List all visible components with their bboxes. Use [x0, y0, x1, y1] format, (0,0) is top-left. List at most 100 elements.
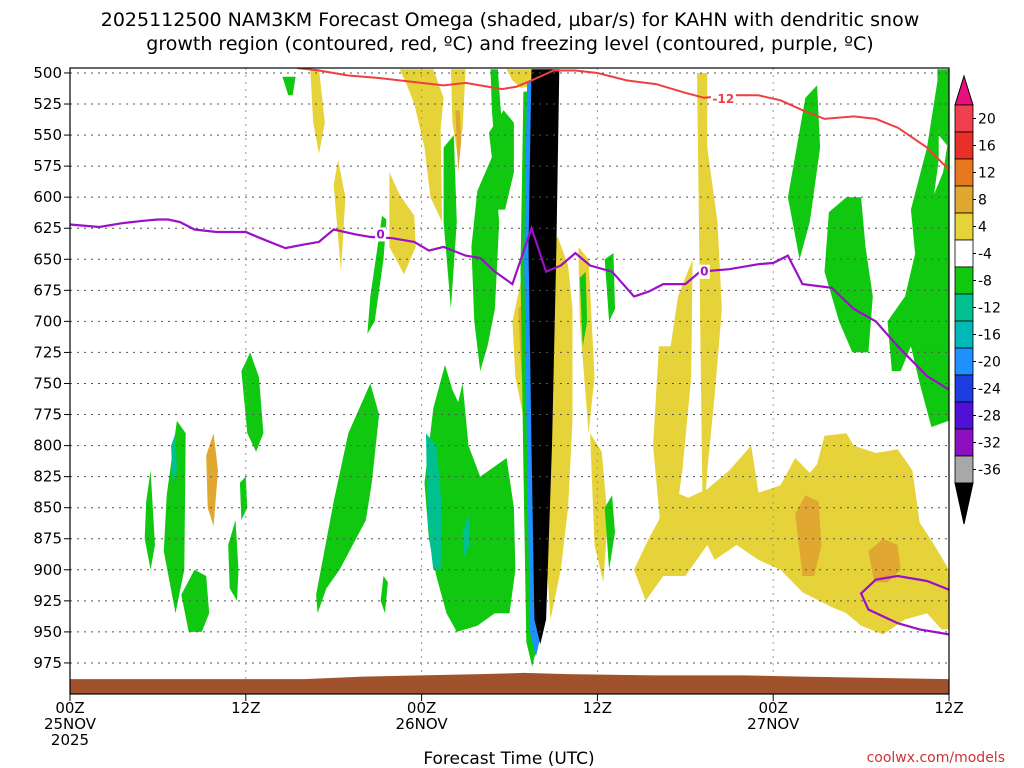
upward-omega-region-10: [590, 433, 608, 583]
x-tick-label-48-0: 00Z: [759, 699, 788, 717]
downward-omega-region-10: [163, 420, 186, 614]
colorbar-segment-10: [954, 347, 974, 376]
colorbar-segment-5: [954, 212, 974, 241]
y-tick-label-500: 500: [33, 64, 62, 82]
temperature-contours: -12 0 0: [70, 68, 949, 636]
downward-omega-region-6: [443, 135, 457, 309]
x-tick-label-36-0: 12Z: [583, 699, 612, 717]
upward-omega-region-12: [697, 73, 722, 533]
x-tick-label-0-1: 25NOV: [44, 715, 97, 733]
colorbar-label-5: 4: [978, 220, 987, 236]
y-tick-label-825: 825: [33, 468, 62, 486]
downward-omega-region-23: [937, 69, 949, 148]
colorbar-top-arrow: [954, 74, 974, 106]
colorbar-segment-8: [954, 293, 974, 322]
y-tick-label-850: 850: [33, 499, 62, 517]
y-tick-label-975: 975: [33, 654, 62, 672]
y-axis: 500 525 550 575 600 625 650 675 700 725 750 775 800 8…: [33, 64, 70, 672]
colorbar-label-4: 8: [978, 193, 987, 209]
y-tick-label-900: 900: [33, 561, 62, 579]
colorbar-label-9: -16: [978, 328, 1001, 344]
colorbar-label-6: -4: [978, 247, 992, 263]
upward-omega-8-12-region-3: [455, 110, 462, 173]
downward-omega-region-7: [316, 383, 380, 614]
colorbar-segment-4: [954, 185, 974, 214]
colorbar-bottom-arrow: [954, 482, 974, 525]
chart-title-line-2: growth region (contoured, red, ºC) and f…: [146, 33, 873, 55]
upward-omega-region-3: [389, 172, 416, 275]
colorbar-segment-7: [954, 266, 974, 295]
colorbar-label-14: -36: [978, 463, 1001, 479]
colorbar: 20 16 12 8 4 -4 -8 -12 -16 -20 -24 -28 -32 -36: [954, 74, 1001, 525]
colorbar-segment-2: [954, 131, 974, 160]
dgz-contour-label-bg: [710, 92, 736, 107]
y-tick-label-800: 800: [33, 437, 62, 455]
y-tick-label-525: 525: [33, 95, 62, 113]
upward-omega-region-2: [333, 159, 346, 272]
downward-omega-region-22: [910, 73, 939, 272]
strong-downdraft-column: [528, 69, 560, 645]
y-tick-label-650: 650: [33, 250, 62, 268]
downward-omega-region-15: [380, 576, 388, 614]
x-tick-label-60-0: 12Z: [934, 699, 963, 717]
freezing-level-closed-line: [859, 574, 949, 636]
downward-omega-region-11: [181, 569, 210, 632]
freezing-level-label-1: 0: [376, 227, 384, 241]
colorbar-segment-1: [954, 104, 974, 133]
x-tick-label-0-2: 2025: [51, 731, 89, 749]
x-axis-label: Forecast Time (UTC): [423, 749, 594, 768]
downward-omega-region-1: [367, 215, 387, 334]
y-tick-label-550: 550: [33, 126, 62, 144]
terrain: [70, 672, 949, 694]
x-tick-label-24-0: 00Z: [407, 699, 436, 717]
y-tick-label-625: 625: [33, 219, 62, 237]
upward-omega-region-11: [653, 259, 693, 558]
downward-omega-8-12-region-3: [462, 513, 470, 558]
y-tick-label-775: 775: [33, 406, 62, 424]
colorbar-segment-3: [954, 158, 974, 187]
omega-shading: [144, 69, 949, 667]
freezing-level-label-1-bg: [375, 227, 387, 242]
freezing-level-label-2: 0: [700, 265, 708, 279]
y-tick-label-675: 675: [33, 281, 62, 299]
colorbar-label-7: -8: [978, 274, 992, 290]
dgz-contour-label: -12: [713, 92, 735, 106]
y-tick-label-925: 925: [33, 592, 62, 610]
x-tick-label-0-0: 00Z: [55, 699, 84, 717]
freezing-level-line: [70, 218, 949, 391]
downward-omega-region-5: [489, 110, 514, 210]
downward-omega-region-20: [824, 197, 873, 353]
downward-omega-region-21: [887, 135, 949, 427]
upward-omega-8-12-region-5: [868, 538, 901, 583]
colorbar-segment-11: [954, 374, 974, 403]
downward-omega-region-18: [604, 253, 615, 322]
upward-omega-region-4: [399, 69, 444, 222]
y-tick-label-575: 575: [33, 157, 62, 175]
colorbar-segment-13: [954, 428, 974, 457]
colorbar-label-3: 12: [978, 166, 996, 182]
downward-omega-region-14: [239, 476, 248, 521]
x-tick-label-48-1: 27NOV: [747, 715, 800, 733]
colorbar-label-8: -12: [978, 301, 1001, 317]
upward-omega-region-1: [310, 69, 325, 154]
colorbar-segment-12: [954, 401, 974, 430]
downward-omega-8-12-region-2: [426, 433, 443, 570]
x-tick-label-24-1: 26NOV: [396, 715, 449, 733]
colorbar-label-1: 20: [978, 112, 996, 128]
terrain-fill: [70, 672, 949, 694]
colorbar-label-12: -28: [978, 409, 1001, 425]
upward-omega-8-12-region-4: [795, 495, 822, 576]
y-tick-label-950: 950: [33, 623, 62, 641]
x-tick-label-12-0: 12Z: [231, 699, 260, 717]
y-tick-label-725: 725: [33, 343, 62, 361]
downward-omega-region-9: [144, 470, 155, 570]
y-tick-label-700: 700: [33, 312, 62, 330]
downward-omega-region-12: [241, 352, 264, 452]
dgz-contour-line: [296, 68, 949, 171]
freezing-level-label-2-bg: [698, 264, 710, 279]
upward-omega-region-9: [578, 246, 595, 434]
downward-omega-region-13: [228, 520, 239, 601]
downward-omega-region-19: [787, 85, 821, 260]
